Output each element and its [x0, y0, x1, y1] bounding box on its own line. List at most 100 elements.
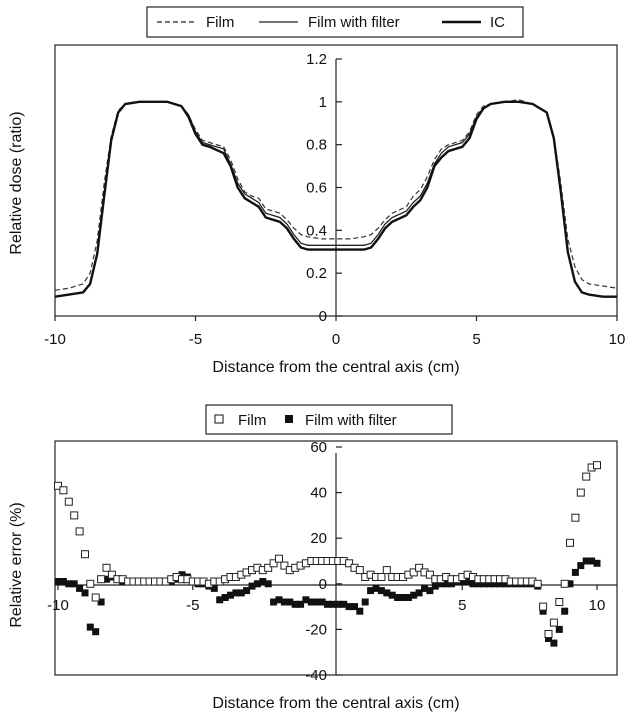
error-x-tick-label: 10	[589, 597, 606, 614]
film-with-filter-error-point	[313, 598, 321, 606]
film-with-filter-error-point	[426, 587, 434, 595]
dose-x-tick-label: 0	[332, 331, 340, 348]
error-y-tick-label: -20	[305, 621, 327, 638]
dose-y-tick-label: 1	[319, 94, 327, 111]
film-with-filter-error-point	[243, 587, 251, 595]
film-error-point	[382, 566, 391, 575]
film-with-filter-error-point	[372, 584, 380, 592]
film-with-filter-error-point	[437, 580, 445, 588]
film-with-filter-error-point	[97, 598, 105, 606]
film-with-filter-error-point	[297, 600, 305, 608]
film-error-point	[425, 570, 434, 579]
error-y-tick-label: 60	[310, 439, 327, 456]
film-with-filter-error-point	[561, 607, 569, 615]
film-error-point	[544, 630, 553, 638]
film-with-filter-error-point	[491, 580, 499, 588]
film-with-filter-error-point	[291, 600, 299, 608]
error-x-tick-label: -5	[186, 597, 199, 614]
dose-series	[54, 99, 618, 298]
film-with-filter-error-point	[92, 628, 100, 636]
film-error-point	[593, 461, 601, 470]
error-y-tick-label: 40	[310, 485, 327, 502]
film-with-filter-error-point	[377, 587, 385, 595]
film-with-filter-error-point	[103, 575, 110, 583]
film-with-filter-error-point	[232, 589, 240, 597]
film-with-filter-error-point	[577, 562, 585, 570]
film-error-point	[560, 579, 569, 588]
legend-marker-film-with-filter	[285, 415, 293, 423]
film-with-filter-error-point	[280, 598, 288, 606]
film-with-filter-error-point	[566, 580, 574, 588]
film-with-filter-error-point	[571, 568, 579, 576]
film-with-filter-error-point	[70, 580, 78, 588]
dose-y-tick-label: 1.2	[306, 51, 327, 68]
film-with-filter-error-point	[458, 578, 466, 585]
film-error-point	[264, 563, 273, 572]
film-error-point	[409, 568, 418, 577]
film-error-point	[75, 527, 84, 536]
error-y-ticks: -40 -20 0 20 40 60	[305, 439, 342, 684]
film-error-point	[280, 561, 289, 570]
film-with-filter-error-point	[388, 591, 396, 599]
error-series-film	[54, 461, 601, 638]
film-with-filter-error-point	[345, 603, 353, 611]
film-with-filter-error-point	[410, 591, 418, 599]
film-with-filter-error-point	[329, 600, 337, 608]
dose-x-axis-label: Distance from the central axis (cm)	[212, 359, 459, 376]
film-error-point	[269, 559, 278, 568]
film-with-filter-error-point	[259, 578, 267, 585]
film-with-filter-error-point	[216, 596, 224, 604]
error-x-tick-label: -10	[47, 597, 69, 614]
film-with-filter-error-point	[469, 580, 477, 588]
dose-x-tick-label: 10	[609, 331, 626, 348]
film-with-filter-error-point	[237, 589, 245, 597]
film-error-point	[576, 488, 585, 497]
film-with-filter-error-point	[593, 559, 601, 567]
film-with-filter-error-point	[550, 639, 558, 647]
legend-label-ic: IC	[490, 14, 505, 31]
film-error-point	[377, 573, 386, 581]
film-with-filter-error-point	[221, 594, 229, 601]
legend-label-film-with-filter: Film with filter	[308, 14, 400, 31]
legend-marker-film	[214, 414, 224, 424]
film-error-point	[59, 486, 68, 495]
film-error-point	[86, 579, 95, 588]
error-y-tick-label: 0	[319, 576, 327, 593]
legend-label-film: Film	[206, 14, 234, 31]
film-with-filter-error-point	[54, 578, 62, 585]
error-series-film-with-filter	[54, 557, 601, 647]
film-with-filter-error-point	[582, 557, 590, 565]
error-legend-box	[205, 404, 453, 435]
film-error-point	[275, 554, 283, 563]
dose-y-tick-label: 0.2	[306, 265, 327, 282]
film-with-filter-error-point	[227, 591, 234, 599]
film-with-filter-error-point	[474, 580, 482, 588]
dose-x-tick-label: -5	[189, 331, 202, 348]
film-with-filter-error-point	[76, 584, 84, 592]
dose-x-tick-label: 5	[472, 331, 480, 348]
film-with-filter-error-point	[334, 600, 342, 608]
film-error-point	[555, 598, 564, 606]
film-with-filter-error-point	[356, 607, 364, 615]
film-with-filter-error-point	[318, 598, 326, 606]
film-with-filter-error-point	[253, 580, 261, 588]
dose-y-tick-label: 0	[319, 308, 327, 325]
legend-label-film-with-filter-error: Film with filter	[305, 412, 397, 429]
film-with-filter-error-point	[351, 603, 358, 611]
film-error-point	[571, 513, 580, 522]
dose-x-tick-label: -10	[44, 331, 66, 348]
error-x-axis-label: Distance from the central axis (cm)	[212, 695, 459, 712]
dose-y-tick-label: 0.8	[306, 137, 327, 154]
film-with-filter-error-point	[275, 596, 283, 604]
film-error-point	[54, 481, 62, 490]
error-x-tick-label: 5	[458, 597, 466, 614]
film-error-point	[539, 602, 548, 611]
dose-y-axis-label: Relative dose (ratio)	[8, 111, 25, 254]
film-with-filter-error-point	[501, 580, 509, 588]
dose-x-ticks: -10 -5 0 5 10	[44, 316, 625, 348]
film-error-point	[549, 618, 558, 627]
film-with-filter-error-point	[415, 589, 423, 597]
film-with-filter-error-point	[361, 598, 369, 606]
film-with-filter-error-point	[431, 582, 439, 590]
